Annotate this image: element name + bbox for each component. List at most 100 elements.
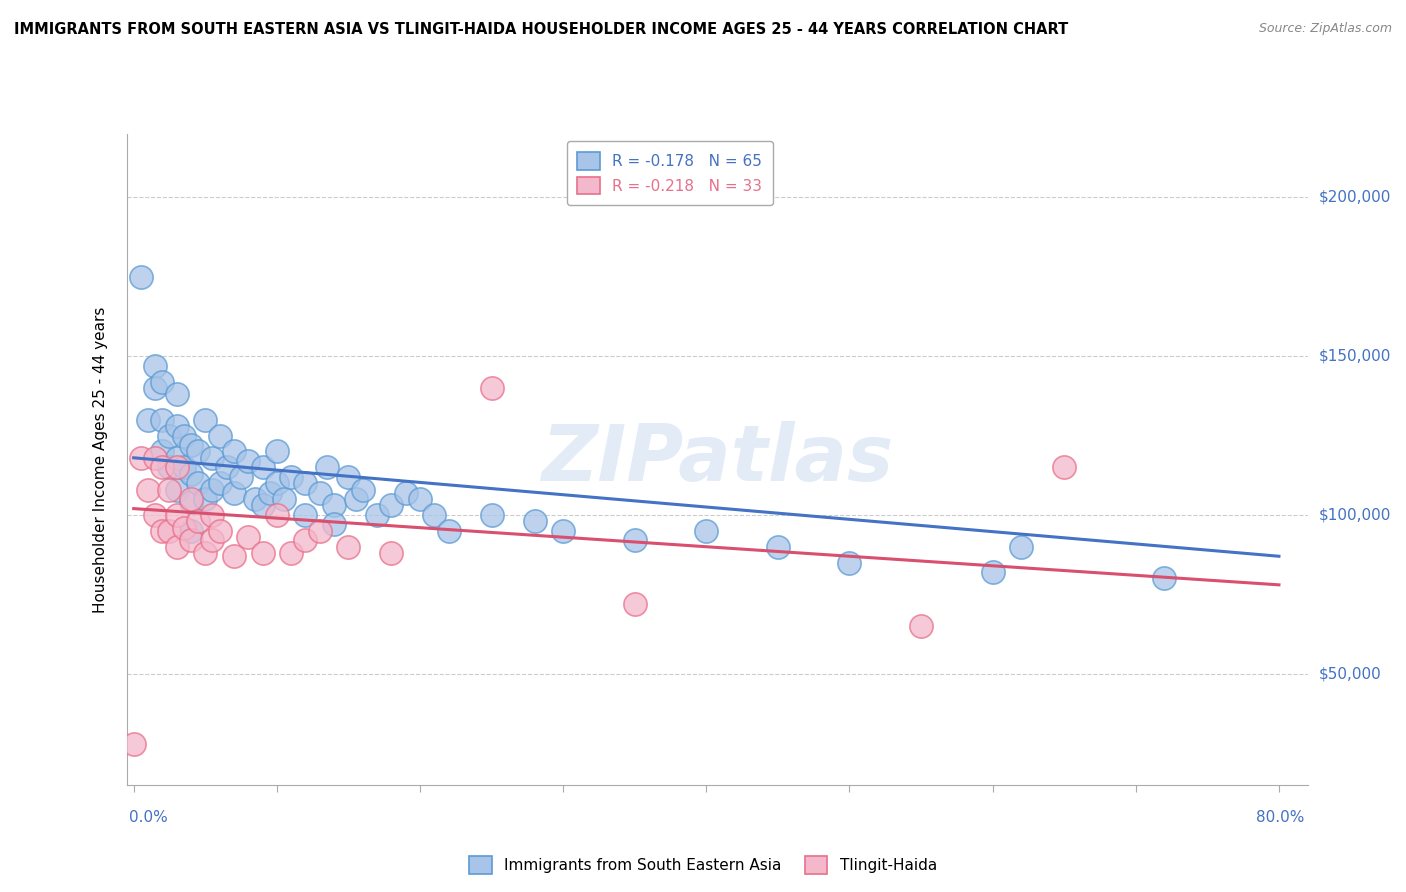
Point [238, 454, 260, 468]
Point [143, 508, 166, 522]
Point [143, 450, 166, 465]
Point [173, 521, 195, 535]
Point [187, 444, 209, 458]
Point [481, 508, 503, 522]
Point [222, 485, 245, 500]
Point [623, 533, 645, 548]
Point [122, 737, 145, 751]
Point [344, 492, 367, 507]
Point [380, 499, 402, 513]
Point [159, 524, 181, 538]
Point [409, 492, 432, 507]
Point [266, 476, 288, 491]
Point [166, 508, 188, 522]
Point [245, 492, 267, 507]
Point [252, 460, 274, 475]
Text: 0.0%: 0.0% [129, 811, 169, 825]
Point [201, 450, 224, 465]
Point [143, 359, 166, 373]
Point [266, 444, 288, 458]
Legend: R = -0.178   N = 65, R = -0.218   N = 33: R = -0.178 N = 65, R = -0.218 N = 33 [567, 142, 773, 205]
Point [308, 485, 330, 500]
Point [173, 460, 195, 475]
Text: $150,000: $150,000 [1319, 349, 1391, 364]
Point [166, 419, 188, 434]
Point [180, 492, 202, 507]
Point [294, 533, 316, 548]
Point [194, 412, 217, 426]
Point [553, 524, 575, 538]
Point [266, 508, 288, 522]
Point [337, 540, 360, 554]
Point [159, 483, 181, 497]
Point [280, 546, 302, 560]
Point [222, 549, 245, 564]
Point [180, 524, 202, 538]
Text: $50,000: $50,000 [1319, 666, 1382, 681]
Point [395, 485, 418, 500]
Text: ZIPatlas: ZIPatlas [541, 421, 893, 498]
Point [150, 524, 173, 538]
Point [173, 428, 195, 442]
Text: $100,000: $100,000 [1319, 508, 1391, 523]
Point [150, 444, 173, 458]
Point [273, 492, 295, 507]
Point [180, 438, 202, 452]
Text: Source: ZipAtlas.com: Source: ZipAtlas.com [1258, 22, 1392, 36]
Point [294, 476, 316, 491]
Point [159, 460, 181, 475]
Point [159, 428, 181, 442]
Point [222, 444, 245, 458]
Point [208, 524, 231, 538]
Text: $200,000: $200,000 [1319, 190, 1391, 205]
Point [201, 508, 224, 522]
Text: IMMIGRANTS FROM SOUTH EASTERN ASIA VS TLINGIT-HAIDA HOUSEHOLDER INCOME AGES 25 -: IMMIGRANTS FROM SOUTH EASTERN ASIA VS TL… [14, 22, 1069, 37]
Point [143, 381, 166, 395]
Point [208, 476, 231, 491]
Point [166, 483, 188, 497]
Point [1010, 540, 1032, 554]
Point [294, 508, 316, 522]
Point [166, 450, 188, 465]
Legend: Immigrants from South Eastern Asia, Tlingit-Haida: Immigrants from South Eastern Asia, Tlin… [463, 850, 943, 880]
Point [695, 524, 717, 538]
Point [423, 508, 446, 522]
Point [280, 470, 302, 484]
Point [229, 470, 252, 484]
Point [838, 556, 860, 570]
Point [194, 492, 217, 507]
Point [180, 467, 202, 481]
Point [323, 499, 346, 513]
Point [437, 524, 460, 538]
Text: 80.0%: 80.0% [1257, 811, 1305, 825]
Point [150, 412, 173, 426]
Point [187, 476, 209, 491]
Point [766, 540, 789, 554]
Point [129, 269, 152, 284]
Y-axis label: Householder Income Ages 25 - 44 years: Householder Income Ages 25 - 44 years [93, 306, 108, 613]
Point [1053, 460, 1076, 475]
Point [523, 514, 546, 528]
Point [366, 508, 388, 522]
Point [337, 470, 360, 484]
Point [187, 514, 209, 528]
Point [308, 524, 330, 538]
Point [215, 460, 238, 475]
Point [352, 483, 374, 497]
Point [201, 533, 224, 548]
Point [208, 428, 231, 442]
Point [481, 381, 503, 395]
Point [323, 517, 346, 532]
Point [981, 565, 1004, 579]
Point [180, 533, 202, 548]
Point [166, 387, 188, 401]
Point [380, 546, 402, 560]
Point [166, 540, 188, 554]
Point [252, 499, 274, 513]
Point [129, 450, 152, 465]
Point [1153, 572, 1175, 586]
Point [194, 546, 217, 560]
Point [201, 483, 224, 497]
Point [252, 546, 274, 560]
Point [166, 460, 188, 475]
